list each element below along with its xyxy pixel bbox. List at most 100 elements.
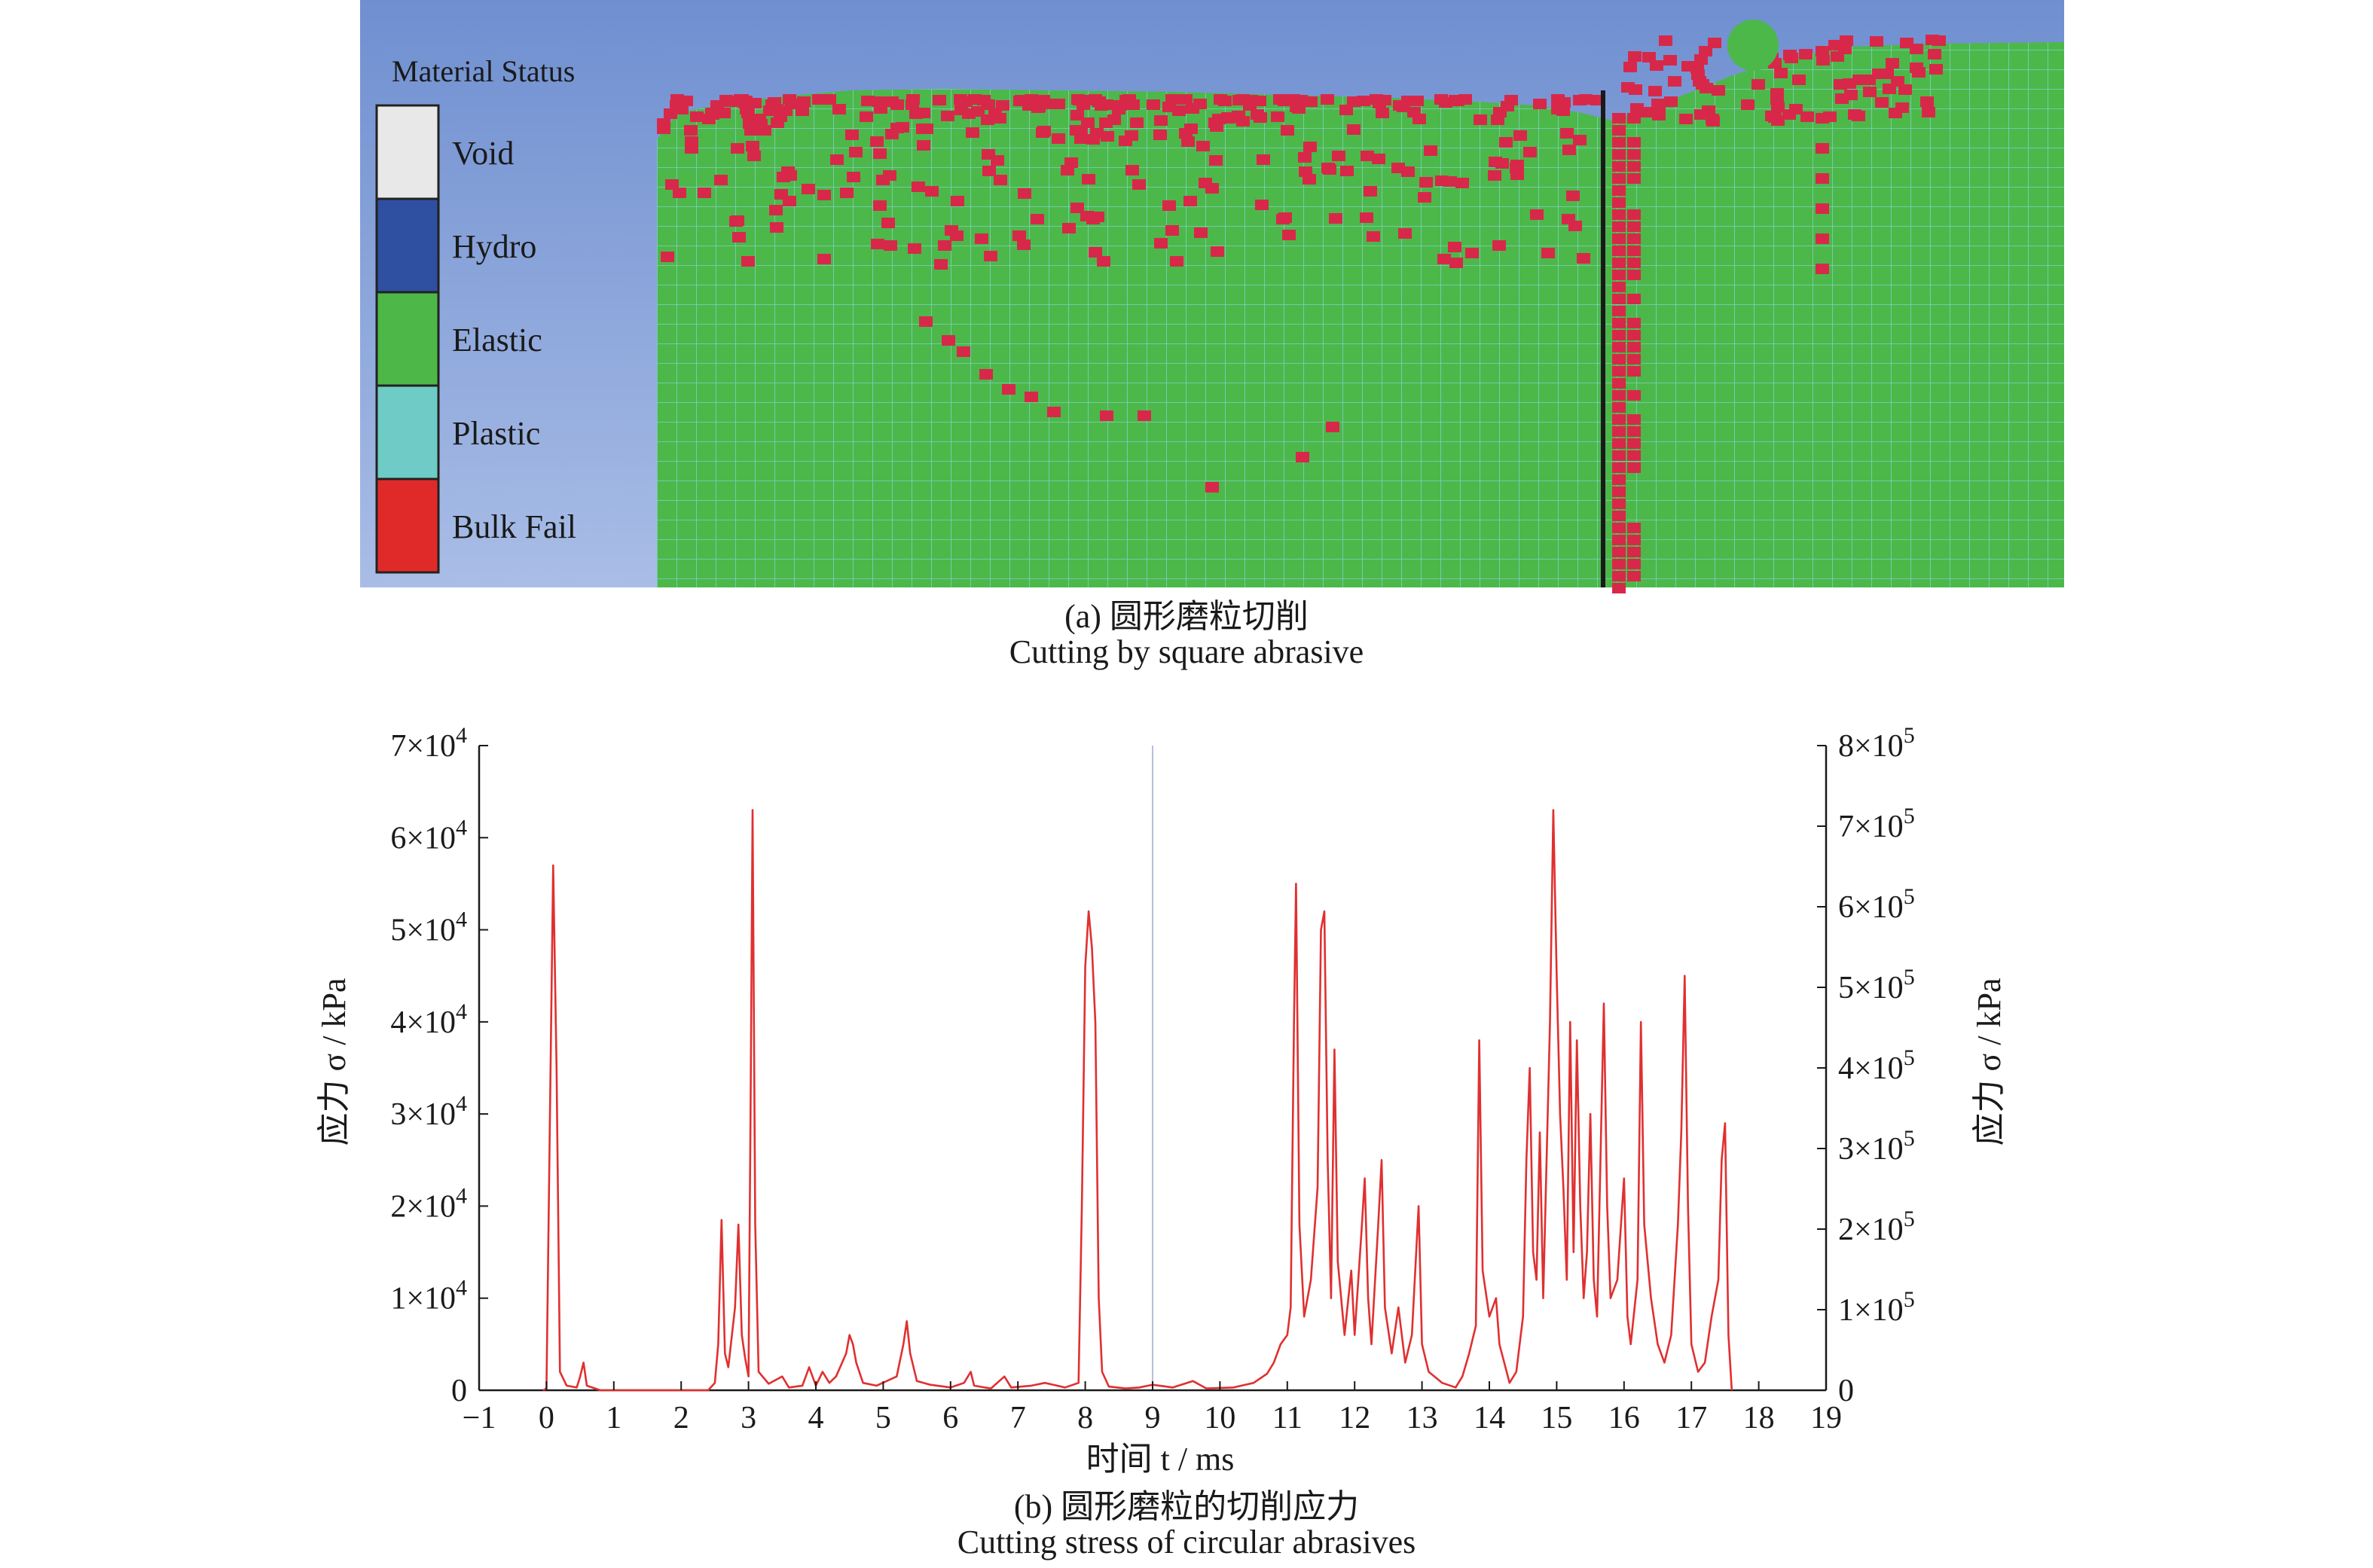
fail-element — [917, 140, 930, 151]
fail-element — [1627, 342, 1641, 352]
fail-element — [1627, 318, 1641, 328]
fail-element — [1214, 94, 1227, 105]
y-right-tick-label: 7×105 — [1838, 804, 1915, 844]
fail-element — [1513, 130, 1527, 141]
fail-element — [959, 96, 973, 107]
x-tick-label: 6 — [942, 1401, 958, 1435]
fail-element — [1828, 40, 1842, 50]
fail-element — [1186, 103, 1199, 114]
fail-element — [1612, 161, 1626, 172]
fail-element — [1017, 239, 1031, 250]
fail-element — [849, 147, 863, 157]
legend-label-bulk-fail: Bulk Fail — [452, 508, 576, 545]
fail-element — [1062, 223, 1076, 233]
fail-element — [1573, 95, 1587, 105]
fail-element — [1499, 137, 1513, 148]
fail-element — [1276, 214, 1290, 224]
fail-element — [1679, 114, 1693, 124]
fail-element — [1627, 233, 1641, 244]
fail-element — [768, 97, 781, 108]
fail-element — [1612, 390, 1626, 401]
fail-element — [1119, 95, 1133, 105]
fail-element — [966, 127, 979, 138]
fail-element — [1623, 62, 1637, 72]
fail-element — [1418, 192, 1431, 203]
fail-element — [1612, 583, 1626, 593]
fail-element — [1612, 378, 1626, 389]
fail-element — [1339, 105, 1353, 115]
fail-element — [1530, 209, 1544, 220]
fail-element — [1612, 318, 1626, 328]
fail-element — [1659, 35, 1672, 46]
fail-element — [664, 108, 677, 119]
fail-element — [1162, 200, 1176, 211]
fail-element — [719, 95, 733, 105]
x-tick-label: 18 — [1743, 1401, 1775, 1435]
fail-element — [1627, 113, 1641, 124]
abrasive-particle — [1727, 20, 1779, 71]
fail-element — [1091, 212, 1104, 222]
fail-element — [1638, 107, 1652, 117]
y-right-tick-label: 8×105 — [1838, 723, 1915, 764]
fail-element — [1002, 384, 1015, 395]
x-tick-label: 17 — [1675, 1401, 1707, 1435]
fail-element — [1816, 173, 1829, 184]
y-left-tick-label: 2×104 — [390, 1183, 467, 1224]
fail-element — [1179, 128, 1193, 139]
fail-element — [744, 125, 758, 136]
fail-element — [1360, 212, 1373, 223]
fail-element — [1254, 112, 1267, 123]
fail-element — [1080, 211, 1094, 221]
fail-element — [1612, 342, 1626, 352]
fail-element — [1920, 96, 1934, 107]
fail-element — [1568, 221, 1582, 231]
fail-element — [1627, 294, 1641, 304]
fail-element — [981, 114, 994, 125]
fail-element — [1612, 547, 1626, 557]
fail-element — [1340, 166, 1354, 176]
fail-element — [1928, 49, 1941, 59]
fail-element — [1668, 76, 1681, 87]
fail-element — [870, 136, 884, 147]
fail-element — [1932, 35, 1946, 46]
fail-element — [731, 143, 744, 154]
fail-element — [1922, 107, 1935, 117]
fail-element — [732, 232, 746, 243]
legend-swatch-void — [375, 104, 440, 200]
fail-element — [1299, 166, 1312, 177]
fail-element — [1816, 143, 1829, 154]
fail-element — [1612, 233, 1626, 244]
x-tick-label: 14 — [1474, 1401, 1505, 1435]
fail-element — [734, 96, 747, 106]
fail-element — [1898, 84, 1912, 95]
fail-element — [1298, 152, 1312, 163]
fail-element — [1831, 51, 1844, 62]
fail-element — [1612, 173, 1626, 184]
fail-element — [1566, 191, 1580, 201]
fail-element — [845, 130, 859, 140]
fail-element — [797, 96, 811, 107]
fail-element — [1095, 100, 1108, 111]
fail-element — [1612, 559, 1626, 569]
fail-element — [770, 222, 783, 233]
y-left-tick-label: 7×104 — [390, 723, 467, 764]
fail-element — [1410, 96, 1424, 106]
fail-element — [1800, 111, 1814, 122]
fail-element — [1533, 99, 1547, 109]
x-tick-label: 8 — [1077, 1401, 1093, 1435]
fail-element — [1816, 113, 1829, 124]
fail-element — [1612, 137, 1626, 148]
fail-element — [1199, 178, 1212, 188]
fail-element — [1612, 330, 1626, 340]
fail-element — [1510, 169, 1524, 180]
fail-element — [917, 108, 930, 118]
x-tick-label: 15 — [1541, 1401, 1572, 1435]
fail-element — [1612, 354, 1626, 365]
fail-element — [1612, 149, 1626, 160]
fail-element — [1271, 111, 1284, 122]
fail-element — [832, 104, 846, 114]
fail-element — [1712, 85, 1725, 96]
fail-element — [1449, 95, 1462, 105]
